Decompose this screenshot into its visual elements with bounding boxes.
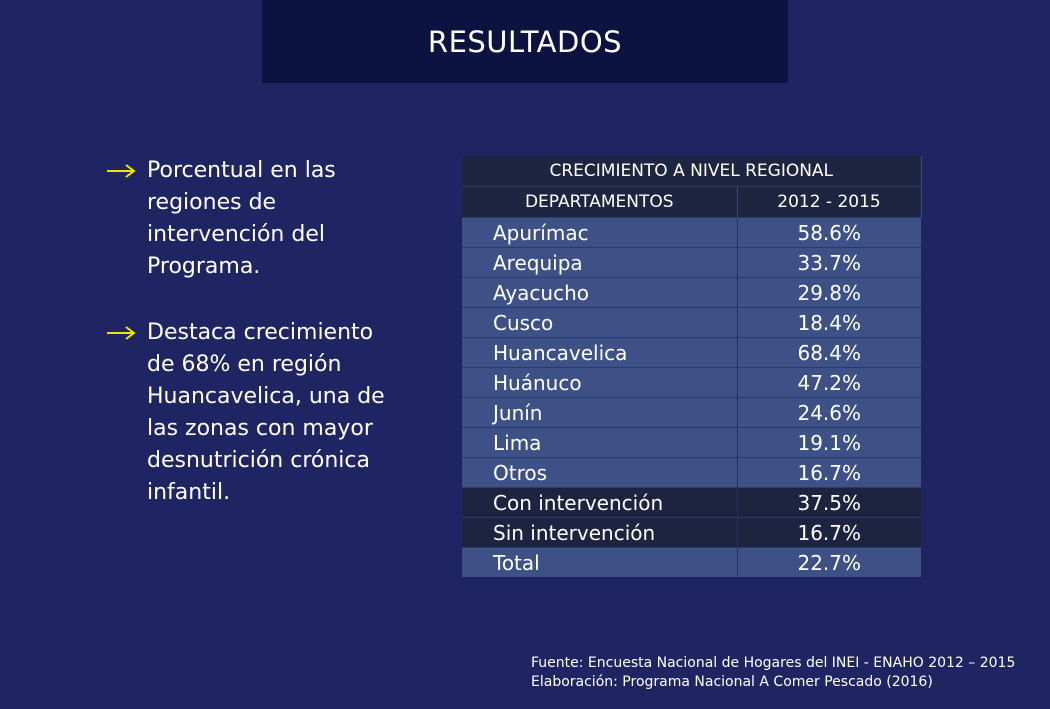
bullet-text: Destaca crecimiento de 68% en región Hua… bbox=[147, 317, 385, 509]
bullet-item: Porcentual en las regiones de intervenci… bbox=[105, 155, 395, 283]
source-line: Fuente: Encuesta Nacional de Hogares del… bbox=[531, 655, 1016, 671]
department-cell: Con intervención bbox=[462, 487, 738, 518]
department-cell: Total bbox=[462, 547, 738, 577]
department-cell: Junín bbox=[462, 397, 738, 428]
department-cell: Lima bbox=[462, 427, 738, 458]
arrow-right-icon bbox=[105, 155, 147, 187]
source-note: Fuente: Encuesta Nacional de Hogares del… bbox=[531, 654, 1015, 692]
arrow-right-icon bbox=[105, 317, 147, 349]
department-cell: Apurímac bbox=[462, 217, 738, 248]
department-cell: Huancavelica bbox=[462, 337, 738, 368]
table-row: Otros 16.7% bbox=[462, 457, 922, 488]
table-row: Arequipa 33.7% bbox=[462, 247, 922, 278]
bullet-line: Huancavelica, una de bbox=[147, 384, 385, 409]
value-cell: 33.7% bbox=[737, 247, 922, 278]
value-cell: 24.6% bbox=[737, 397, 922, 428]
value-cell: 29.8% bbox=[737, 277, 922, 308]
bullet-line: Destaca crecimiento bbox=[147, 320, 374, 345]
table-row: Huánuco 47.2% bbox=[462, 367, 922, 398]
regional-growth-table: CRECIMIENTO A NIVEL REGIONAL DEPARTAMENT… bbox=[462, 156, 922, 577]
table-row: Sin intervención 16.7% bbox=[462, 517, 922, 548]
table-header-row: DEPARTAMENTOS 2012 - 2015 bbox=[462, 186, 922, 218]
value-cell: 47.2% bbox=[737, 367, 922, 398]
value-cell: 19.1% bbox=[737, 427, 922, 458]
value-cell: 68.4% bbox=[737, 337, 922, 368]
value-cell: 16.7% bbox=[737, 457, 922, 488]
bullet-line: las zonas con mayor bbox=[147, 416, 373, 441]
page-title: RESULTADOS bbox=[427, 24, 623, 59]
department-cell: Arequipa bbox=[462, 247, 738, 278]
bullet-line: intervención del bbox=[147, 222, 325, 247]
column-header: 2012 - 2015 bbox=[737, 186, 922, 218]
table-row: Cusco 18.4% bbox=[462, 307, 922, 338]
value-cell: 18.4% bbox=[737, 307, 922, 338]
bullet-line: regiones de bbox=[147, 190, 277, 215]
bullet-item: Destaca crecimiento de 68% en región Hua… bbox=[105, 317, 395, 509]
department-cell: Huánuco bbox=[462, 367, 738, 398]
value-cell: 22.7% bbox=[737, 547, 922, 577]
bullet-line: infantil. bbox=[147, 480, 231, 505]
bullet-line: de 68% en región bbox=[147, 352, 342, 377]
table-row: Huancavelica 68.4% bbox=[462, 337, 922, 368]
table-row: Ayacucho 29.8% bbox=[462, 277, 922, 308]
table-title: CRECIMIENTO A NIVEL REGIONAL bbox=[462, 156, 922, 187]
value-cell: 16.7% bbox=[737, 517, 922, 548]
department-cell: Ayacucho bbox=[462, 277, 738, 308]
title-banner: RESULTADOS bbox=[262, 0, 788, 83]
value-cell: 37.5% bbox=[737, 487, 922, 518]
bullet-list: Porcentual en las regiones de intervenci… bbox=[105, 155, 395, 543]
bullet-line: desnutrición crónica bbox=[147, 448, 370, 473]
value-cell: 58.6% bbox=[737, 217, 922, 248]
department-cell: Sin intervención bbox=[462, 517, 738, 548]
bullet-text: Porcentual en las regiones de intervenci… bbox=[147, 155, 336, 283]
department-cell: Cusco bbox=[462, 307, 738, 338]
credit-line: Elaboración: Programa Nacional A Comer P… bbox=[531, 674, 933, 690]
table-title-row: CRECIMIENTO A NIVEL REGIONAL bbox=[462, 156, 922, 187]
table-row: Lima 19.1% bbox=[462, 427, 922, 458]
department-cell: Otros bbox=[462, 457, 738, 488]
column-header: DEPARTAMENTOS bbox=[462, 186, 738, 218]
table-row: Apurímac 58.6% bbox=[462, 217, 922, 248]
bullet-line: Programa. bbox=[147, 254, 261, 279]
table-row-total: Total 22.7% bbox=[462, 547, 922, 577]
table-row: Con intervención 37.5% bbox=[462, 487, 922, 518]
table-row: Junín 24.6% bbox=[462, 397, 922, 428]
bullet-line: Porcentual en las bbox=[147, 158, 336, 183]
